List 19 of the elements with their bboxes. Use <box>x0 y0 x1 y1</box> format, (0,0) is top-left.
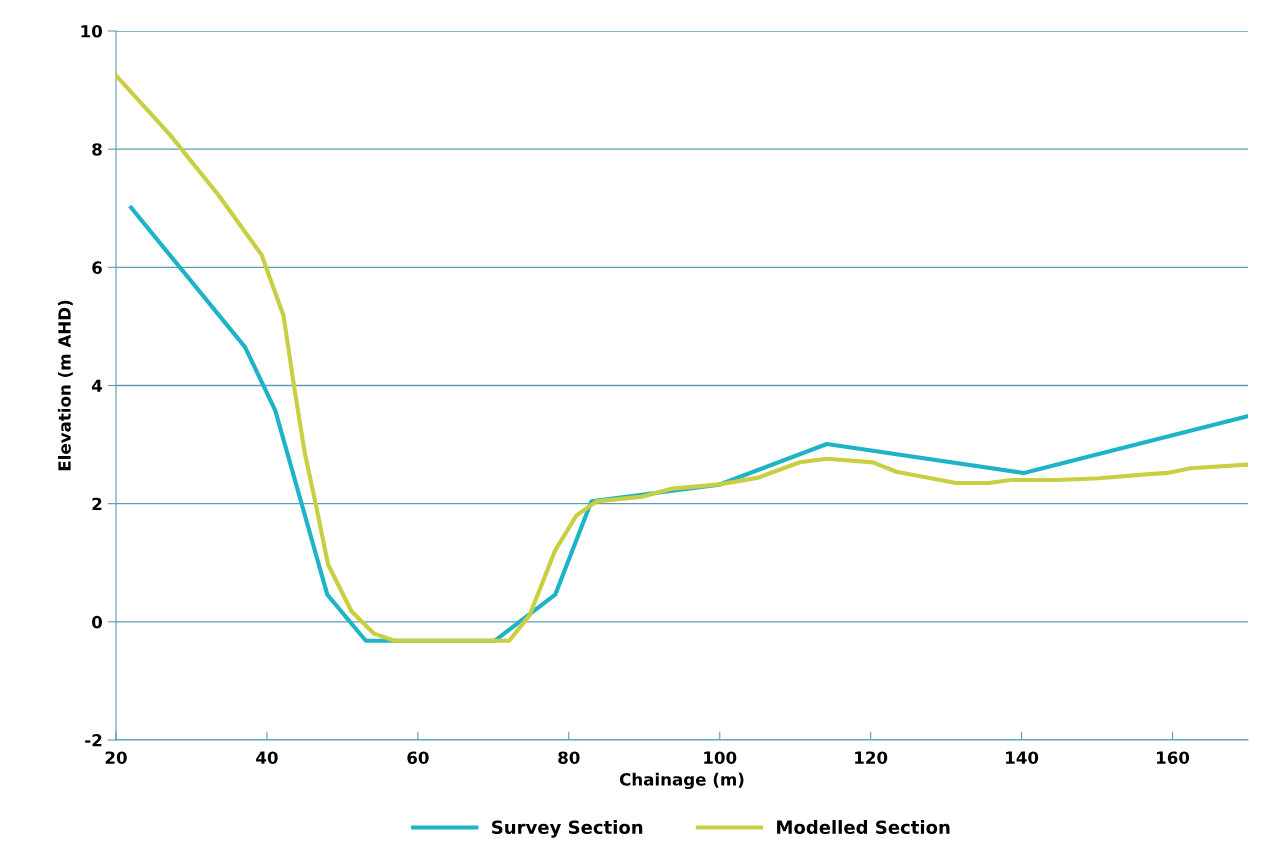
x-tick-label: 40 <box>256 751 278 765</box>
y-tick-label: 0 <box>92 615 103 629</box>
y-tick-label: 2 <box>92 497 102 510</box>
y-tick-label: -2 <box>85 733 102 747</box>
x-tick-label: 60 <box>407 751 429 765</box>
y-tick-label: 8 <box>92 143 102 156</box>
legend-label: Modelled Section <box>777 820 950 835</box>
x-tick-label: 160 <box>1157 751 1190 765</box>
legend-label: Survey Section <box>492 820 643 838</box>
y-tick-label: 6 <box>92 261 102 274</box>
y-tick-label: 4 <box>91 379 103 392</box>
x-tick-label: 100 <box>704 751 737 765</box>
y-tick-label: 10 <box>81 24 103 38</box>
y-axis-title: Elevation (m AHD) <box>57 300 73 471</box>
x-tick-label: 20 <box>105 751 127 765</box>
x-tick-label: 120 <box>855 751 888 765</box>
x-tick-label: 80 <box>558 751 580 765</box>
x-tick-label: 140 <box>1006 751 1039 765</box>
x-axis-title: Chainage (m) <box>619 772 744 790</box>
